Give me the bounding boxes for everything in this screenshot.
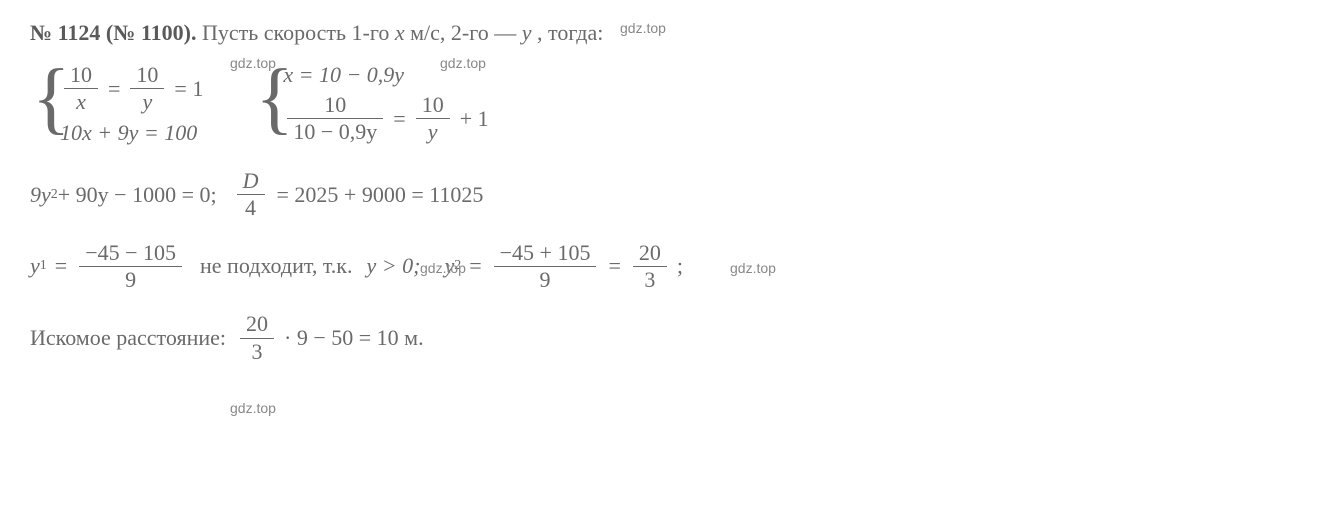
frac-num: D (237, 168, 265, 195)
system1-eq2: 10x + 9y = 100 (60, 120, 203, 146)
watermark: gdz.top (230, 400, 276, 416)
problem-number: № 1124 (№ 1100). (30, 20, 196, 45)
equals: = (393, 106, 405, 132)
then-text: , тогда: (537, 20, 603, 45)
eq-part: + 90y − 1000 = 0; (58, 182, 217, 208)
condition: y > 0; (367, 253, 421, 279)
units-text: м/с, 2-го — (410, 20, 522, 45)
exponent: 2 (51, 187, 58, 203)
frac-num: 10 (130, 62, 164, 89)
fraction: 10 y (416, 92, 450, 146)
frac-den: 4 (237, 195, 265, 221)
eq-tail: + 1 (460, 106, 489, 132)
var-y: y (444, 253, 454, 279)
var-y: y (30, 253, 40, 279)
equals: = (608, 253, 620, 279)
equals: = (108, 76, 120, 102)
frac-num: 10 (287, 92, 383, 119)
quadratic-line: 9y 2 + 90y − 1000 = 0; D 4 = 2025 + 9000… (30, 168, 1312, 222)
frac-den: y (416, 119, 450, 145)
equation-text: 10x + 9y = 100 (60, 120, 197, 146)
equals: = (469, 253, 481, 279)
var-x: x (395, 20, 405, 45)
eq-part: = 2025 + 9000 = 11025 (277, 182, 484, 208)
fraction: −45 + 105 9 (494, 240, 597, 294)
system-2: { x = 10 − 0,9y 10 10 − 0,9y = 10 y + 1 (273, 58, 488, 150)
fraction: −45 − 105 9 (79, 240, 182, 294)
frac-num: 20 (240, 311, 274, 338)
fraction: 20 3 (633, 240, 667, 294)
frac-num: −45 − 105 (79, 240, 182, 267)
eq-part: 9y (30, 182, 51, 208)
system2-eq1: x = 10 − 0,9y (283, 62, 488, 88)
frac-den: 3 (633, 267, 667, 293)
frac-num: 10 (416, 92, 450, 119)
equation-text: x = 10 − 0,9y (283, 62, 404, 88)
subscript: 1 (40, 258, 47, 274)
frac-den: 3 (240, 339, 274, 365)
fraction: 10 10 − 0,9y (287, 92, 383, 146)
system1-eq1: 10 x = 10 y = 1 (60, 62, 203, 116)
answer-line: Искомое расстояние: 20 3 · 9 − 50 = 10 м… (30, 311, 1312, 365)
equals: = (55, 253, 67, 279)
eq-tail: = 1 (174, 76, 203, 102)
frac-den: y (130, 89, 164, 115)
system2-eq2: 10 10 − 0,9y = 10 y + 1 (283, 92, 488, 146)
fraction: 20 3 (240, 311, 274, 365)
answer-label: Искомое расстояние: (30, 325, 226, 351)
problem-header: № 1124 (№ 1100). Пусть скорость 1-го x м… (30, 20, 1312, 46)
subscript: 2 (454, 258, 461, 274)
fraction: D 4 (237, 168, 265, 222)
equation-systems: { 10 x = 10 y = 1 10x + 9y = 100 { (30, 58, 1312, 150)
brace-left-2: { (255, 58, 293, 150)
brace-left-1: { (32, 58, 70, 150)
var-y: y (522, 20, 532, 45)
frac-den: 9 (494, 267, 597, 293)
semicolon: ; (677, 253, 683, 279)
problem-text: Пусть скорость 1-го (202, 20, 395, 45)
system-1: { 10 x = 10 y = 1 10x + 9y = 100 (50, 58, 203, 150)
frac-num: −45 + 105 (494, 240, 597, 267)
roots-line: y 1 = −45 − 105 9 не подходит, т.к. y > … (30, 240, 1312, 294)
text: не подходит, т.к. (200, 253, 352, 279)
frac-den: 10 − 0,9y (287, 119, 383, 145)
answer-rest: · 9 − 50 = 10 м. (284, 325, 424, 351)
frac-den: 9 (79, 267, 182, 293)
fraction: 10 y (130, 62, 164, 116)
frac-num: 20 (633, 240, 667, 267)
